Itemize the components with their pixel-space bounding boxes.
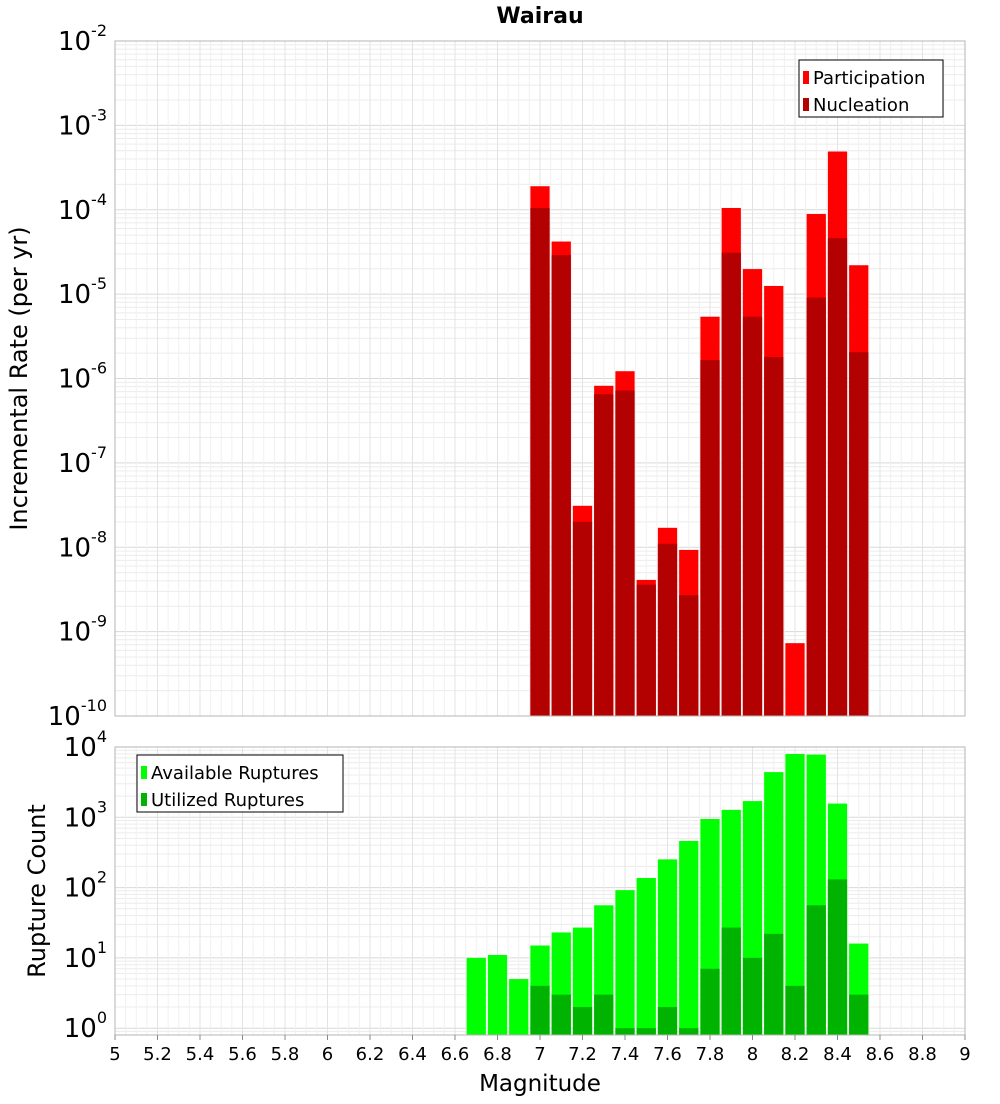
- legend-label: Available Ruptures: [151, 763, 319, 784]
- x-tick-label: 8.6: [866, 1044, 895, 1065]
- bar-participation: [785, 643, 805, 716]
- x-ticks-panel-1: 5 5.2 5.4 5.6 5.8 6 6.2 6.4 6.6 6.8 7 7.2 7.4 7.6 7.8 8…: [109, 1035, 971, 1065]
- bar-utilized-ruptures: [764, 933, 784, 1035]
- bar-utilized-ruptures: [657, 1007, 678, 1035]
- bar-utilized-ruptures: [742, 957, 763, 1035]
- bar-utilized-ruptures: [551, 994, 571, 1035]
- bar-available-ruptures: [615, 890, 635, 1035]
- y-tick-label: 10-5: [58, 274, 107, 310]
- x-tick-label: 8.2: [781, 1044, 810, 1065]
- x-tick-label: 5.8: [271, 1044, 300, 1065]
- bar-nucleation: [679, 595, 699, 716]
- legend-label: Participation: [813, 68, 925, 89]
- x-tick-label: 8.4: [823, 1044, 852, 1065]
- bar-utilized-ruptures: [636, 1028, 656, 1035]
- x-tick-label: 8.8: [908, 1044, 937, 1065]
- bar-nucleation: [849, 352, 869, 716]
- y-tick-label: 10-3: [58, 105, 107, 141]
- y-tick-label: 102: [64, 868, 107, 904]
- bars-panel-1: [466, 754, 869, 1035]
- x-tick-label: 8: [747, 1044, 758, 1065]
- x-tick-label: 9: [959, 1044, 970, 1065]
- y-ticks-panel-1: 100 101 102 103 104: [64, 727, 107, 1044]
- bar-utilized-ruptures: [721, 927, 741, 1035]
- bar-utilized-ruptures: [572, 1007, 593, 1035]
- legend-box: [798, 59, 944, 118]
- bar-utilized-ruptures: [806, 905, 826, 1035]
- x-tick-label: 7.4: [611, 1044, 640, 1065]
- y-tick-label: 101: [64, 938, 107, 974]
- x-tick-label: 7.2: [568, 1044, 597, 1065]
- y-axis-label: Incremental Rate (per yr): [5, 226, 33, 530]
- y-tick-label: 10-9: [58, 612, 107, 648]
- bar-utilized-ruptures: [827, 879, 848, 1035]
- x-tick-label: 5.6: [228, 1044, 257, 1065]
- x-tick-label: 7.8: [696, 1044, 725, 1065]
- bar-nucleation: [827, 238, 848, 716]
- x-tick-label: 6.6: [441, 1044, 470, 1065]
- x-tick-label: 5: [109, 1044, 120, 1065]
- bar-nucleation: [572, 521, 593, 716]
- y-tick-label: 104: [64, 727, 107, 763]
- legend-label: Nucleation: [813, 95, 909, 116]
- x-tick-label: 5.2: [143, 1044, 172, 1065]
- bar-utilized-ruptures: [615, 1028, 635, 1035]
- bar-nucleation: [594, 394, 614, 716]
- y-tick-label: 10-7: [58, 443, 107, 479]
- bar-nucleation: [806, 297, 826, 716]
- y-tick-label: 100: [64, 1008, 107, 1044]
- y-tick-label: 103: [64, 797, 107, 833]
- bar-available-ruptures: [657, 859, 678, 1035]
- bar-utilized-ruptures: [594, 994, 614, 1035]
- bar-utilized-ruptures: [530, 985, 550, 1035]
- x-tick-label: 5.4: [186, 1044, 215, 1065]
- bar-nucleation: [700, 360, 720, 716]
- legend-swatch: [803, 98, 809, 111]
- y-axis-label: Rupture Count: [23, 804, 51, 978]
- legend-swatch: [141, 793, 147, 806]
- bar-utilized-ruptures: [849, 994, 869, 1035]
- y-ticks-panel-0: 10-10 10-9 10-8 10-7 10-6 10-5 10-4 10-3 10-2: [48, 21, 107, 732]
- legend-panel-1: Available Ruptures Utilized Ruptures: [136, 754, 344, 813]
- bar-nucleation: [657, 543, 678, 716]
- bar-available-ruptures: [679, 840, 699, 1035]
- x-tick-label: 7: [534, 1044, 545, 1065]
- bar-nucleation: [764, 356, 784, 716]
- x-tick-label: 6.8: [483, 1044, 512, 1065]
- legend-panel-0: Participation Nucleation: [798, 59, 944, 118]
- y-tick-label: 10-8: [58, 527, 107, 563]
- plot-frame-0: [114, 40, 966, 717]
- legend-box: [136, 754, 344, 813]
- bar-utilized-ruptures: [700, 968, 720, 1035]
- y-tick-label: 10-4: [58, 190, 107, 226]
- bar-nucleation: [636, 584, 656, 716]
- x-tick-label: 7.6: [653, 1044, 682, 1065]
- bar-utilized-ruptures: [785, 985, 805, 1035]
- bar-available-ruptures: [466, 957, 486, 1035]
- x-tick-label: 6: [322, 1044, 333, 1065]
- y-tick-label: 10-10: [48, 696, 107, 732]
- bar-nucleation: [721, 252, 741, 716]
- legend-swatch: [803, 71, 809, 84]
- bar-nucleation: [530, 207, 550, 716]
- bar-nucleation: [615, 390, 635, 716]
- bar-nucleation: [551, 255, 571, 716]
- x-tick-label: 6.4: [398, 1044, 427, 1065]
- legend-label: Utilized Ruptures: [151, 790, 304, 811]
- y-tick-label: 10-6: [58, 359, 107, 395]
- y-tick-label: 10-2: [58, 21, 107, 57]
- bars-panel-0: [530, 151, 869, 717]
- legend-swatch: [141, 766, 147, 779]
- x-tick-label: 6.2: [356, 1044, 385, 1065]
- x-axis-label: Magnitude: [479, 1071, 601, 1097]
- bar-nucleation: [742, 316, 763, 716]
- bar-available-ruptures: [487, 954, 508, 1035]
- bar-available-ruptures: [785, 754, 805, 1035]
- bar-available-ruptures: [636, 877, 656, 1035]
- chart-title: Wairau: [496, 4, 583, 29]
- bar-available-ruptures: [509, 979, 529, 1035]
- bar-utilized-ruptures: [679, 1028, 699, 1035]
